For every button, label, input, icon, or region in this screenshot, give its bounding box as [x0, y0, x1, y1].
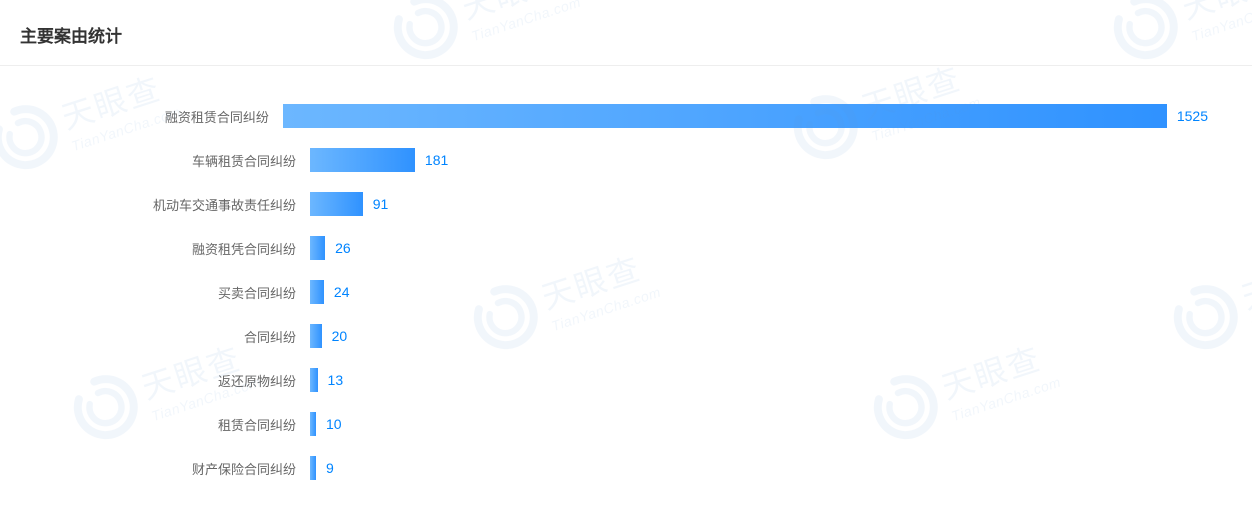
bar — [283, 104, 1167, 128]
chart-row: 合同纠纷 20 — [0, 314, 1208, 358]
chart-row: 租赁合同纠纷 10 — [0, 402, 1208, 446]
chart-row: 买卖合同纠纷 24 — [0, 270, 1208, 314]
y-axis-label: 融资租赁合同纠纷 — [0, 107, 283, 126]
chart-row: 返还原物纠纷 13 — [0, 358, 1208, 402]
chart-row: 车辆租赁合同纠纷 181 — [0, 138, 1208, 182]
bar — [310, 412, 316, 436]
y-axis-label: 返还原物纠纷 — [0, 371, 310, 390]
bar — [310, 280, 324, 304]
bar-track: 1525 — [283, 104, 1208, 128]
bar-track: 13 — [310, 368, 1208, 392]
bar — [310, 368, 318, 392]
bar-track: 24 — [310, 280, 1208, 304]
bar-track: 26 — [310, 236, 1208, 260]
y-axis-label: 买卖合同纠纷 — [0, 283, 310, 302]
y-axis-label: 财产保险合同纠纷 — [0, 459, 310, 478]
value-label: 1525 — [1177, 108, 1208, 124]
value-label: 13 — [328, 372, 344, 388]
chart-row: 财产保险合同纠纷 9 — [0, 446, 1208, 490]
chart-row: 融资租凭合同纠纷 26 — [0, 226, 1208, 270]
bar — [310, 236, 325, 260]
y-axis-label: 车辆租赁合同纠纷 — [0, 151, 310, 170]
bar-track: 181 — [310, 148, 1208, 172]
chart-row: 融资租赁合同纠纷 1525 — [0, 94, 1208, 138]
value-label: 91 — [373, 196, 389, 212]
section-header: 主要案由统计 — [0, 0, 1252, 66]
value-label: 24 — [334, 284, 350, 300]
bar-track: 20 — [310, 324, 1208, 348]
value-label: 181 — [425, 152, 448, 168]
bar — [310, 324, 322, 348]
bar-track: 9 — [310, 456, 1208, 480]
chart-row: 机动车交通事故责任纠纷 91 — [0, 182, 1208, 226]
section-title: 主要案由统计 — [0, 22, 1252, 47]
value-label: 10 — [326, 416, 342, 432]
y-axis-label: 融资租凭合同纠纷 — [0, 239, 310, 258]
bar — [310, 148, 415, 172]
y-axis-label: 机动车交通事故责任纠纷 — [0, 195, 310, 214]
bar — [310, 192, 363, 216]
value-label: 26 — [335, 240, 351, 256]
bar-track: 91 — [310, 192, 1208, 216]
bar-track: 10 — [310, 412, 1208, 436]
bar-chart: 融资租赁合同纠纷 1525 车辆租赁合同纠纷 181 机动车交通事故责任纠纷 91 融资租凭… — [0, 66, 1252, 490]
y-axis-label: 合同纠纷 — [0, 327, 310, 346]
y-axis-label: 租赁合同纠纷 — [0, 415, 310, 434]
value-label: 9 — [326, 460, 334, 476]
bar — [310, 456, 316, 480]
value-label: 20 — [332, 328, 348, 344]
